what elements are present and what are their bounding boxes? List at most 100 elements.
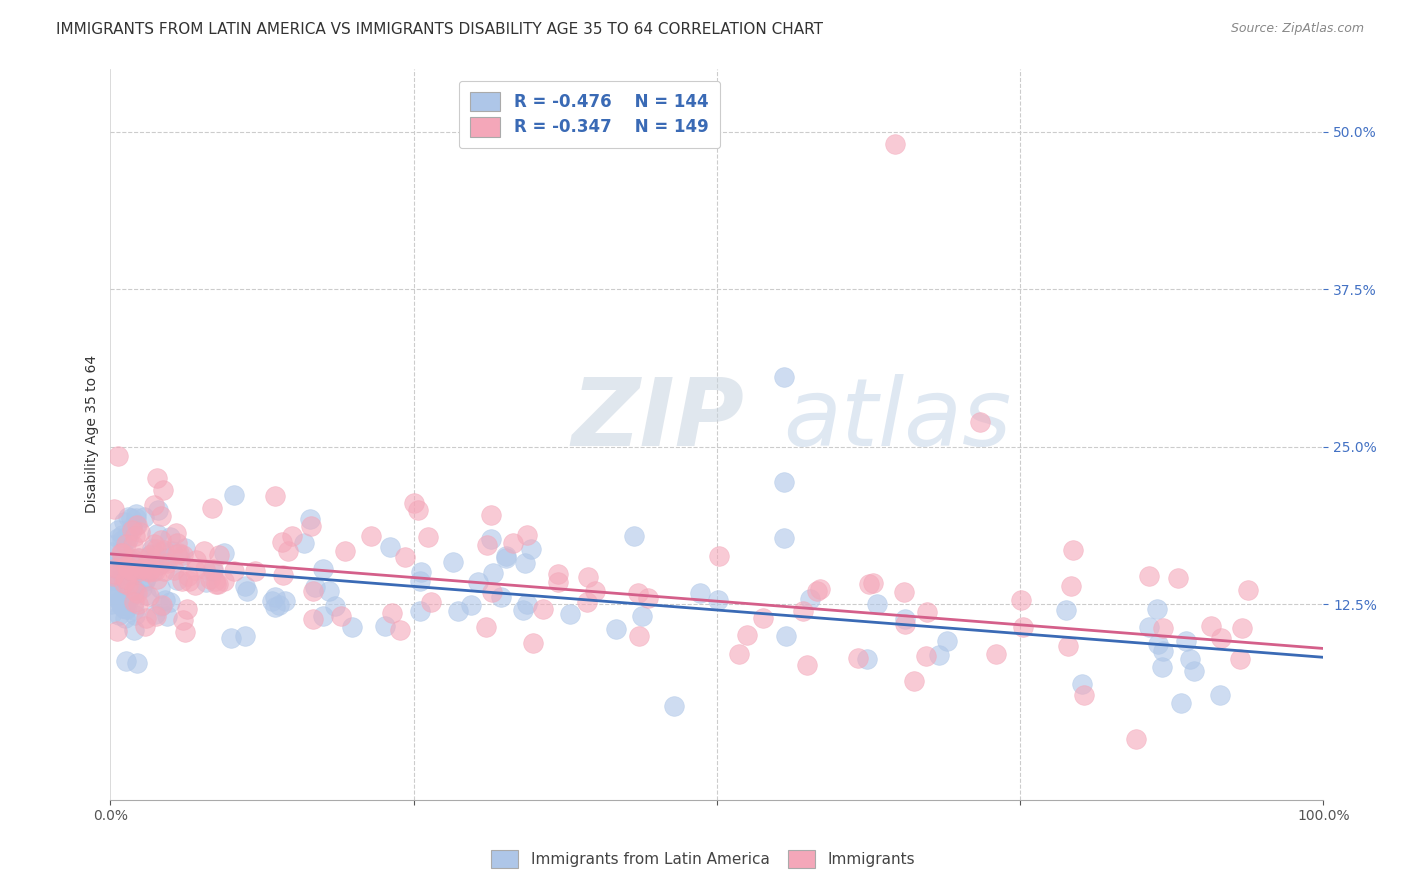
Point <box>1152 643 1174 657</box>
Point <box>100 538 122 552</box>
Point <box>101 607 124 621</box>
Point <box>1010 593 1032 607</box>
Point <box>128 525 150 540</box>
Point <box>418 530 440 544</box>
Point <box>467 575 489 590</box>
Point <box>100 573 122 587</box>
Point <box>502 536 524 550</box>
Point <box>103 566 125 581</box>
Point <box>475 538 498 552</box>
Point <box>121 587 143 601</box>
Point <box>142 498 165 512</box>
Point <box>264 599 287 614</box>
Point <box>479 532 502 546</box>
Point <box>114 611 136 625</box>
Point <box>117 510 139 524</box>
Point <box>152 598 174 612</box>
Point <box>1057 639 1080 653</box>
Point <box>135 557 157 571</box>
Point <box>104 578 127 592</box>
Point <box>1062 543 1084 558</box>
Point <box>205 577 228 591</box>
Point <box>146 471 169 485</box>
Point <box>131 562 153 576</box>
Point <box>1237 583 1260 598</box>
Point <box>628 629 651 643</box>
Point <box>1071 677 1094 691</box>
Point <box>1073 688 1095 702</box>
Point <box>114 602 136 616</box>
Point <box>153 543 176 558</box>
Point <box>292 535 315 549</box>
Point <box>330 608 353 623</box>
Point <box>127 598 149 612</box>
Text: IMMIGRANTS FROM LATIN AMERICA VS IMMIGRANTS DISABILITY AGE 35 TO 64 CORRELATION : IMMIGRANTS FROM LATIN AMERICA VS IMMIGRA… <box>56 22 824 37</box>
Point <box>150 557 173 571</box>
Point <box>1152 660 1174 674</box>
Point <box>512 603 534 617</box>
Point <box>374 619 396 633</box>
Point <box>381 606 404 620</box>
Point <box>117 592 139 607</box>
Point <box>166 547 188 561</box>
Point <box>627 586 650 600</box>
Point <box>792 604 814 618</box>
Point <box>125 582 148 597</box>
Point <box>301 612 323 626</box>
Point <box>893 585 915 599</box>
Point <box>125 518 148 533</box>
Point <box>271 535 294 549</box>
Point <box>127 586 149 600</box>
Point <box>495 550 517 565</box>
Point <box>409 604 432 618</box>
Point <box>1012 620 1035 634</box>
Point <box>125 517 148 532</box>
Point <box>107 552 129 566</box>
Point <box>1137 620 1160 634</box>
Point <box>772 531 794 545</box>
Point <box>146 503 169 517</box>
Point <box>689 586 711 600</box>
Point <box>489 590 512 604</box>
Legend: R = -0.476    N = 144, R = -0.347    N = 149: R = -0.476 N = 144, R = -0.347 N = 149 <box>458 80 720 148</box>
Point <box>222 564 245 578</box>
Point <box>103 502 125 516</box>
Point <box>522 636 544 650</box>
Point <box>107 523 129 537</box>
Point <box>149 544 172 558</box>
Point <box>124 529 146 543</box>
Point <box>198 572 221 586</box>
Point <box>222 488 245 502</box>
Point <box>460 598 482 612</box>
Point <box>115 529 138 543</box>
Point <box>388 623 411 637</box>
Point <box>846 650 869 665</box>
Point <box>1175 634 1198 648</box>
Point <box>531 602 554 616</box>
Point <box>378 540 401 554</box>
Point <box>233 629 256 643</box>
Point <box>104 584 127 599</box>
Point <box>200 501 222 516</box>
Point <box>233 579 256 593</box>
Point <box>117 532 139 546</box>
Point <box>576 570 599 584</box>
Point <box>204 574 226 589</box>
Point <box>547 567 569 582</box>
Point <box>152 564 174 578</box>
Point <box>110 546 132 560</box>
Point <box>1170 696 1192 710</box>
Point <box>298 512 321 526</box>
Point <box>172 574 194 588</box>
Point <box>516 528 538 542</box>
Point <box>107 449 129 463</box>
Point <box>138 589 160 603</box>
Point <box>267 598 290 612</box>
Point <box>107 574 129 588</box>
Point <box>145 542 167 557</box>
Point <box>495 549 517 563</box>
Point <box>184 564 207 578</box>
Point <box>406 502 429 516</box>
Point <box>796 657 818 672</box>
Point <box>138 565 160 579</box>
